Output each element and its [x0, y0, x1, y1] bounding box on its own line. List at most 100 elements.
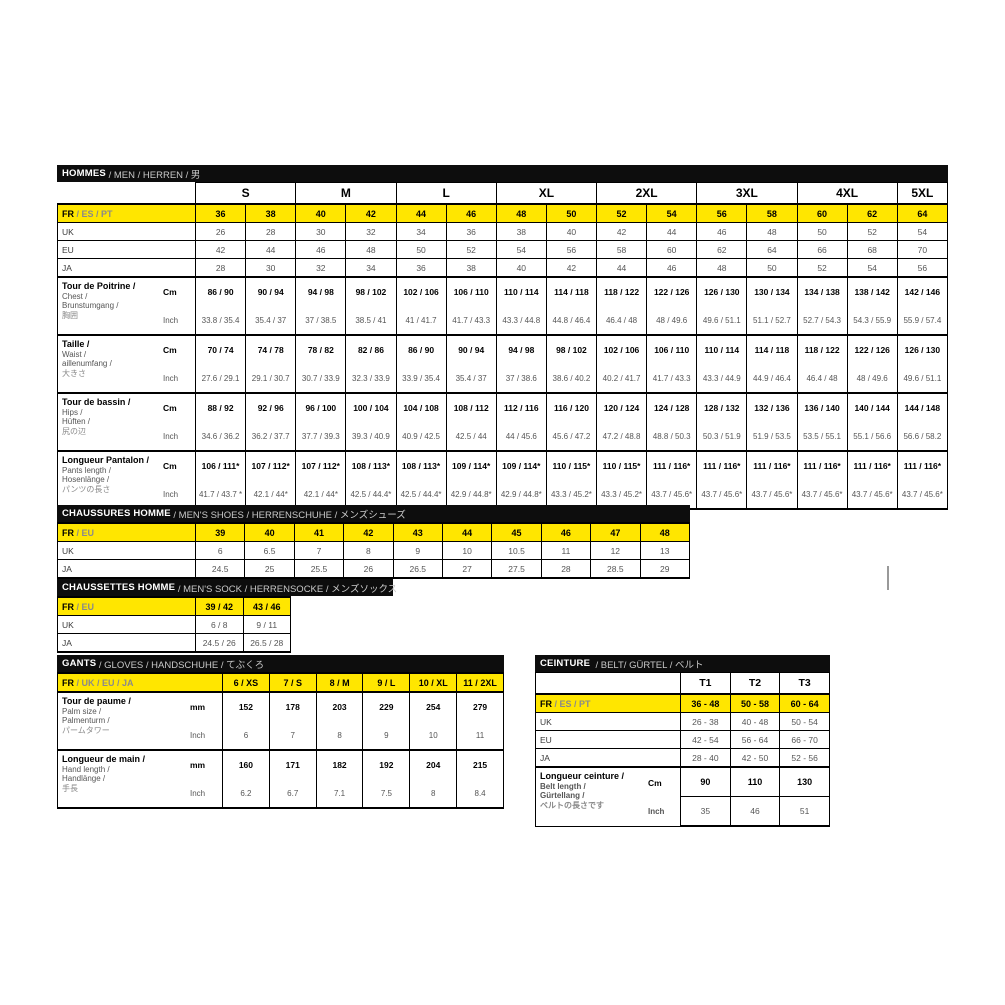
- table-cell: 46: [696, 222, 748, 241]
- table-cell: 122 / 126 48 / 49.6: [846, 334, 898, 394]
- row-label-hand-length: Longueur de main / Hand length / Handlän…: [57, 749, 223, 809]
- row-label-eu: EU: [57, 240, 196, 259]
- table-cell: 140 / 144 55.1 / 56.6: [846, 392, 898, 452]
- table-cell: 111 / 116* 43.7 / 45.6*: [846, 450, 898, 510]
- unit-cm: Cm: [163, 403, 177, 414]
- table-cell: 111 / 116* 43.7 / 45.6*: [646, 450, 698, 510]
- table-cell: 56: [696, 203, 748, 223]
- unit-inch: Inch: [163, 431, 179, 441]
- table-cell: 30: [245, 258, 297, 278]
- section-title-translations: / BELT/ GÜRTEL / ベルト: [590, 659, 704, 671]
- eu-row: EU 42 - 54 56 - 64 66 - 70: [535, 730, 830, 749]
- table-cell: 110 / 114 43.3 / 44.8: [495, 276, 547, 336]
- table-cell: 48: [495, 203, 547, 223]
- table-cell: 178 7: [268, 691, 317, 751]
- unit-mm: mm: [190, 702, 206, 713]
- row-label-uk: UK: [57, 222, 196, 241]
- table-cell: 9: [392, 541, 443, 560]
- table-cell: 46: [729, 796, 781, 827]
- table-cell: 96 / 100 37.7 / 39.3: [295, 392, 347, 452]
- hips-row: Tour de bassin / Hips / Hüften / 尻の辺 Cm …: [57, 392, 949, 452]
- table-cell: 9 / 11: [242, 615, 291, 634]
- table-cell: 106 / 110 41.7 / 43.3: [445, 276, 497, 336]
- table-cell: 39: [194, 522, 246, 542]
- section-header-gloves: GANTS / GLOVES / HANDSCHUHE / てぶくろ: [57, 655, 504, 672]
- section-title-translations: / MEN / HERREN / 男: [105, 169, 201, 181]
- table-cell: 108 / 112 42.5 / 44: [445, 392, 497, 452]
- row-label-fr-eu: FR / EU: [57, 596, 196, 616]
- table-cell: 24.5: [194, 559, 246, 579]
- table-cell: 39 / 42: [195, 596, 244, 616]
- table-cell: 40: [244, 522, 295, 542]
- table-cell: 108 / 113* 42.5 / 44.4*: [395, 450, 447, 510]
- table-cell: 43: [392, 522, 443, 542]
- table-cell: 45: [491, 522, 542, 542]
- row-label-ja: JA: [57, 633, 196, 653]
- row-label-fr-es-pt: FR / ES / PT: [57, 203, 196, 223]
- section-header-belt: CEINTURE / BELT/ GÜRTEL / ベルト: [535, 655, 830, 672]
- belt-section: CEINTURE / BELT/ GÜRTEL / ベルト T1 T2 T3 FR …: [535, 655, 830, 827]
- label-line: Longueur de main /: [62, 754, 146, 764]
- table-cell: 7 / S: [268, 672, 317, 693]
- label-line: Palm size /: [62, 706, 102, 716]
- table-cell: 28: [540, 559, 592, 579]
- table-cell: 142 / 146 55.9 / 57.4: [896, 276, 949, 336]
- table-cell: 11: [540, 541, 592, 560]
- table-cell: 42: [194, 240, 247, 259]
- table-cell: 48: [696, 258, 748, 278]
- table-cell: 7: [293, 541, 345, 560]
- chest-row: Tour de Poitrine / Chest / Brunstumgang …: [57, 276, 949, 336]
- table-cell: 58: [746, 203, 798, 223]
- table-cell: 60 - 64: [779, 693, 830, 713]
- table-cell: 138 / 142 54.3 / 55.9: [846, 276, 898, 336]
- table-cell: 6: [194, 541, 246, 560]
- size-group-header: 5XL: [896, 182, 949, 205]
- table-cell: 88 / 92 34.6 / 36.2: [194, 392, 247, 452]
- table-cell: 108 / 113* 42.5 / 44.4*: [345, 450, 397, 510]
- table-cell: 52: [846, 222, 898, 241]
- table-cell: 11 / 2XL: [456, 672, 504, 693]
- label-line: Tour de bassin /: [62, 397, 131, 407]
- table-cell: 8 / M: [315, 672, 364, 693]
- table-cell: 38: [245, 203, 297, 223]
- table-cell: 98 / 102 38.6 / 40.2: [545, 334, 598, 394]
- table-cell: 144 / 148 56.6 / 58.2: [896, 392, 949, 452]
- table-cell: 10 / XL: [409, 672, 458, 693]
- size-group-header: M: [295, 182, 397, 205]
- row-label-uk: UK: [535, 712, 681, 731]
- ja-row: JA 24.5 25 25.5 26 26.5 27 27.5 28 28.5 29: [57, 559, 691, 579]
- table-cell: 106 / 111* 41.7 / 43.7 *: [194, 450, 247, 510]
- table-cell: 25: [244, 559, 295, 579]
- table-cell: 27: [441, 559, 493, 579]
- table-cell: 104 / 108 40.9 / 42.5: [395, 392, 447, 452]
- uk-row: UK 6 6.5 7 8 9 10 10.5 11 12 13: [57, 541, 691, 560]
- label-line: Gürtellang /: [540, 791, 585, 801]
- label-fr: FR: [62, 677, 74, 688]
- table-cell: 110 / 115* 43.3 / 45.2*: [595, 450, 648, 510]
- table-cell: 110 / 114 43.3 / 44.9: [696, 334, 748, 394]
- table-cell: 42: [343, 522, 394, 542]
- table-cell: 126 / 130 49.6 / 51.1: [896, 334, 949, 394]
- label-line: Hand length /: [62, 764, 110, 774]
- table-cell: 111 / 116* 43.7 / 45.6*: [796, 450, 848, 510]
- section-header-shoes: CHAUSSURES HOMME / MEN'S SHOES / HERRENS…: [57, 505, 690, 522]
- table-cell: 46: [540, 522, 592, 542]
- table-cell: 78 / 82 30.7 / 33.9: [295, 334, 347, 394]
- table-cell: 279 11: [456, 691, 504, 751]
- table-cell: 44: [441, 522, 493, 542]
- table-cell: 41: [293, 522, 345, 542]
- label-fr: FR: [62, 527, 74, 538]
- mens-shoes-table: FR / EU 39 40 41 42 43 44 45 46 47 48 UK 6 6.5 7 8 9 1…: [57, 522, 691, 579]
- table-cell: 203 8: [315, 691, 364, 751]
- unit-inch: Inch: [190, 730, 206, 740]
- table-cell: 36: [194, 203, 247, 223]
- label-line: Hüften /: [62, 417, 91, 427]
- section-title: CHAUSSURES HOMME: [62, 508, 171, 519]
- belt-length-cm-row: Longueur ceinture / Belt length / Gürtel…: [535, 766, 830, 827]
- table-cell: 42 - 50: [729, 748, 781, 768]
- table-cell: 56: [896, 258, 949, 278]
- label-uk-eu-ja: / UK / EU / JA: [74, 677, 134, 688]
- table-cell: 38: [445, 258, 497, 278]
- table-cell: 52: [445, 240, 497, 259]
- table-cell: 40: [495, 258, 547, 278]
